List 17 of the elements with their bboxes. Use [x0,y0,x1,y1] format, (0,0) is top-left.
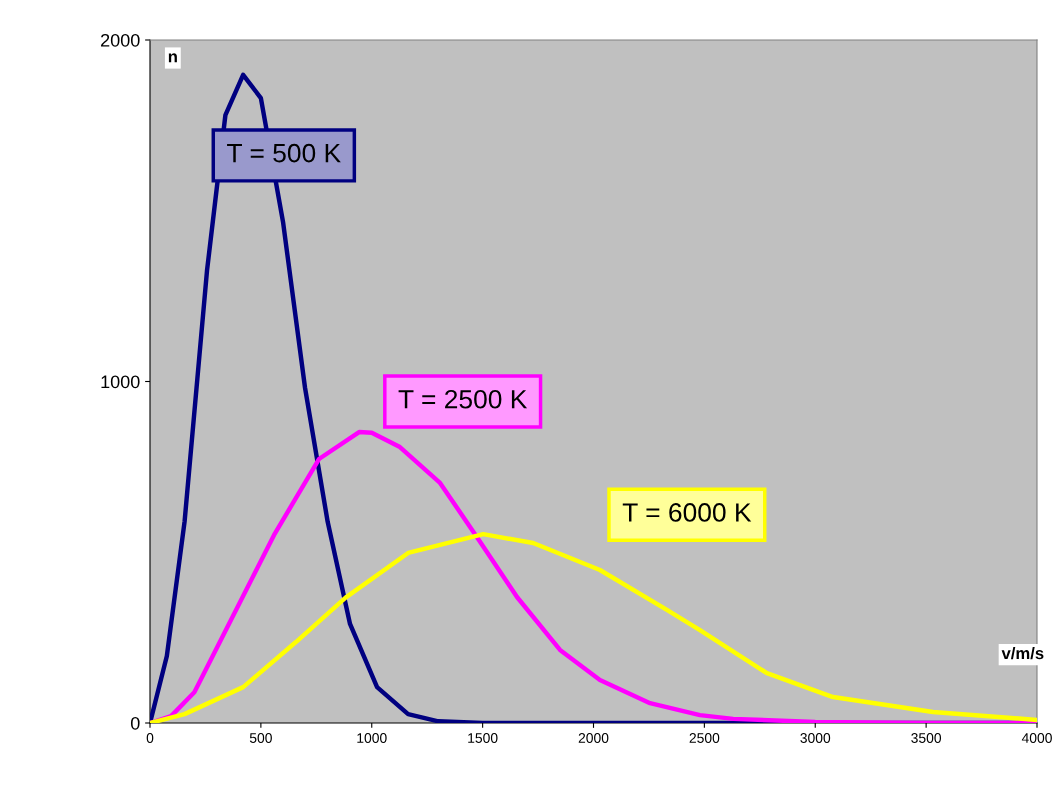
x-tick-label: 3000 [800,733,831,743]
x-tick-label: 2000 [578,733,609,743]
x-tick-label: 1000 [357,733,387,743]
series-label: T = 500 K [227,143,341,163]
x-tick-label: 3500 [911,733,942,743]
text: T = 6000 K [622,503,752,522]
x-tick-label: 4000 [1021,733,1052,743]
x-tick-label: 2500 [689,733,720,743]
y-tick-label: 2000 [101,33,140,47]
y-axis-title: n [168,53,177,63]
y-tick-label: 1000 [101,375,140,389]
x-tick-label: 1500 [468,733,498,743]
x-tick-label: 500 [249,733,272,743]
y-tick-label: 0 [130,716,140,730]
x-tick-label: 0 [146,733,154,743]
series-label: T = 2500 K [398,389,528,409]
x-axis-title: v/m/s [1001,646,1044,660]
